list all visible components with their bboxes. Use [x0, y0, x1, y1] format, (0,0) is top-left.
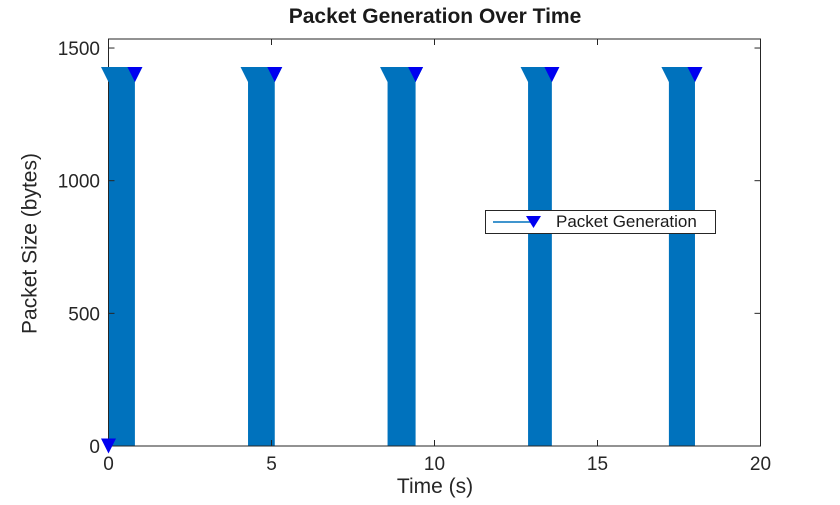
burst-bar: [528, 74, 552, 447]
x-tick-label: 15: [587, 454, 608, 475]
origin-marker-icon: [101, 438, 116, 454]
axes-box: [108, 38, 761, 447]
burst-last-marker-icon: [127, 67, 143, 83]
legend: Packet Generation: [485, 210, 716, 234]
y-tick-label: 0: [89, 437, 100, 458]
burst-bar: [108, 74, 135, 447]
burst-bar: [248, 74, 275, 447]
x-tick-label: 0: [103, 454, 114, 475]
legend-key-icon: [493, 216, 541, 228]
chart-title: Packet Generation Over Time: [288, 5, 582, 28]
legend-label: Packet Generation: [556, 212, 697, 231]
y-tick-label: 1500: [58, 39, 100, 60]
burst-last-marker-icon: [408, 67, 424, 83]
x-tick-label: 20: [750, 454, 771, 475]
burst-last-marker-icon: [544, 67, 560, 83]
y-tick-label: 1000: [58, 172, 100, 193]
burst-last-marker-icon: [687, 67, 703, 83]
y-axis-label: Packet Size (bytes): [18, 153, 42, 334]
y-tick-label: 500: [68, 304, 100, 325]
x-tick-label: 5: [266, 454, 277, 475]
x-tick-label: 10: [424, 454, 445, 475]
burst-bar: [387, 74, 416, 447]
burst-bar: [668, 74, 695, 447]
burst-last-marker-icon: [267, 67, 283, 83]
x-axis-label: Time (s): [396, 475, 474, 498]
legend-marker-icon: [526, 216, 541, 228]
